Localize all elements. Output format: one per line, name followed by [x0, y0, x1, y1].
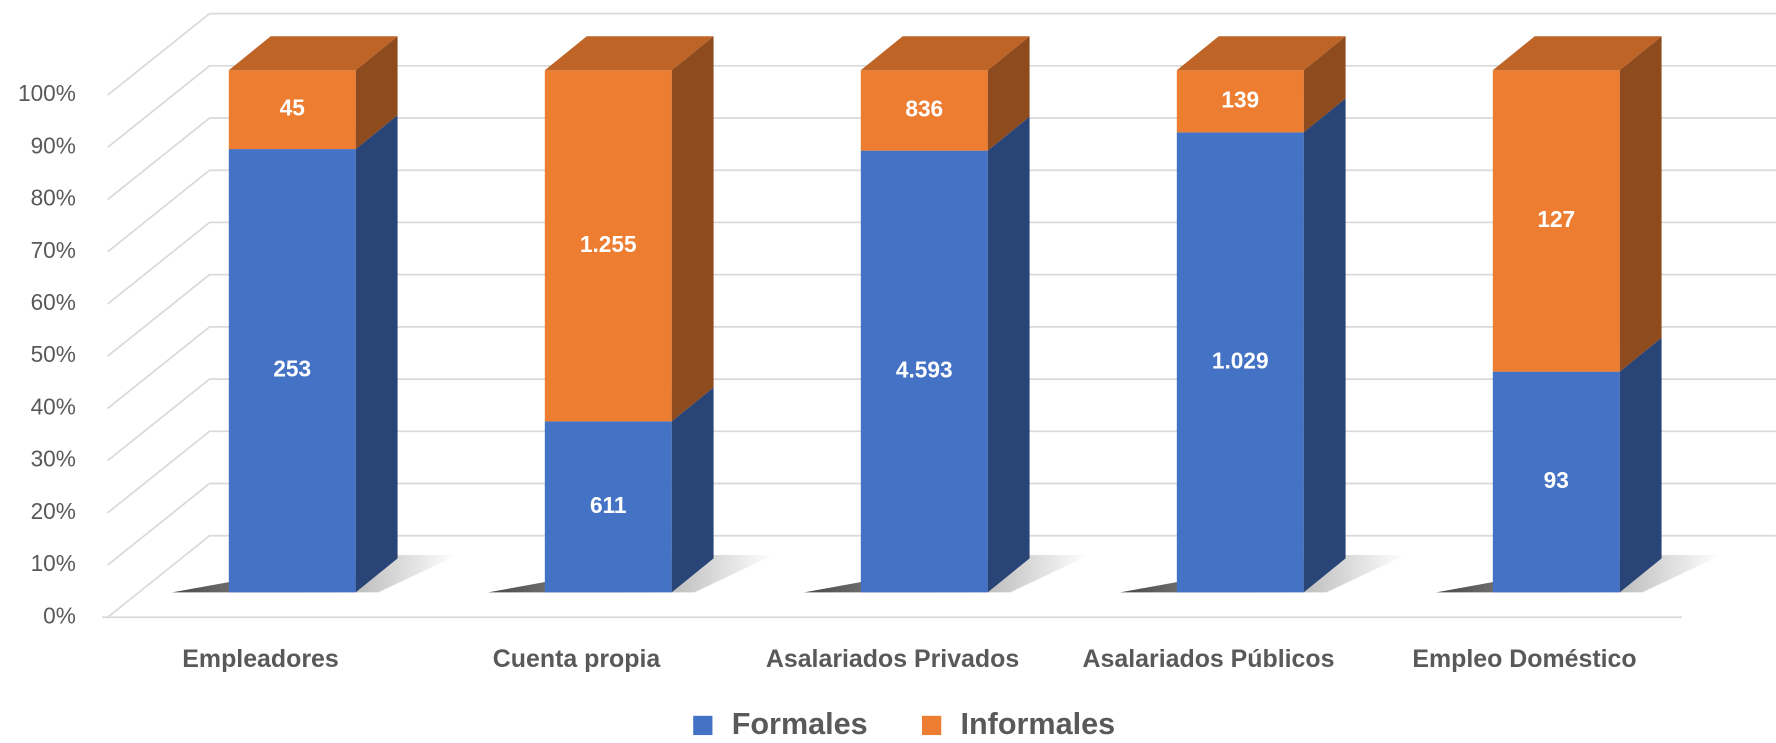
data-label: 127 — [1537, 206, 1575, 232]
y-tick-label: 90% — [31, 132, 76, 158]
x-tick-label: Asalariados Públicos — [1083, 645, 1335, 673]
data-label: 93 — [1544, 467, 1569, 493]
bar-top — [860, 36, 1030, 71]
y-tick-label: 80% — [31, 185, 76, 211]
bar-top — [1492, 36, 1662, 71]
bar-side — [1303, 98, 1346, 593]
bar-top — [1176, 36, 1346, 71]
x-tick-label: Empleadores — [182, 645, 338, 673]
data-label: 1.255 — [580, 231, 637, 257]
data-label: 253 — [273, 356, 311, 382]
bar — [1176, 70, 1304, 133]
legend-label: Formales — [732, 707, 868, 741]
bar-side — [355, 36, 398, 150]
y-tick-label: 10% — [31, 550, 76, 576]
bar — [1492, 70, 1620, 372]
bar-side — [671, 36, 714, 422]
bar-top — [544, 36, 714, 71]
bar-side — [1619, 337, 1662, 593]
x-tick-label: Empleo Doméstico — [1412, 645, 1636, 673]
y-tick-label: 20% — [31, 498, 76, 524]
bar-side — [987, 36, 1030, 151]
grid-line — [107, 12, 1776, 96]
data-label: 139 — [1221, 86, 1259, 112]
bar — [860, 150, 988, 593]
y-tick-label: 100% — [18, 80, 76, 106]
bar — [1176, 132, 1304, 593]
data-label: 1.029 — [1212, 347, 1269, 373]
bar — [860, 70, 988, 151]
legend-swatch — [921, 715, 942, 736]
x-tick-label: Asalariados Privados — [766, 645, 1019, 673]
bar — [228, 149, 356, 593]
bar — [544, 70, 672, 422]
bar-side — [1619, 36, 1662, 372]
bar-side — [355, 115, 398, 593]
y-tick-label: 50% — [31, 341, 76, 367]
legend-label: Informales — [960, 707, 1115, 741]
bar-side — [987, 116, 1030, 593]
bar-top — [228, 36, 398, 71]
data-label: 611 — [590, 492, 627, 518]
y-tick-label: 60% — [31, 289, 76, 315]
bar-side — [1303, 36, 1346, 133]
bar — [1492, 371, 1620, 593]
data-label: 4.593 — [896, 356, 953, 382]
bar-side — [671, 387, 714, 593]
x-tick-label: Cuenta propia — [493, 645, 662, 673]
y-tick-label: 70% — [31, 237, 76, 263]
bar — [544, 421, 672, 593]
bar — [228, 70, 356, 150]
y-tick-label: 0% — [43, 602, 76, 628]
legend-swatch — [693, 715, 713, 736]
y-tick-label: 30% — [31, 446, 76, 472]
data-label: 836 — [905, 95, 943, 121]
y-tick-label: 40% — [31, 393, 76, 419]
data-label: 45 — [280, 95, 305, 121]
